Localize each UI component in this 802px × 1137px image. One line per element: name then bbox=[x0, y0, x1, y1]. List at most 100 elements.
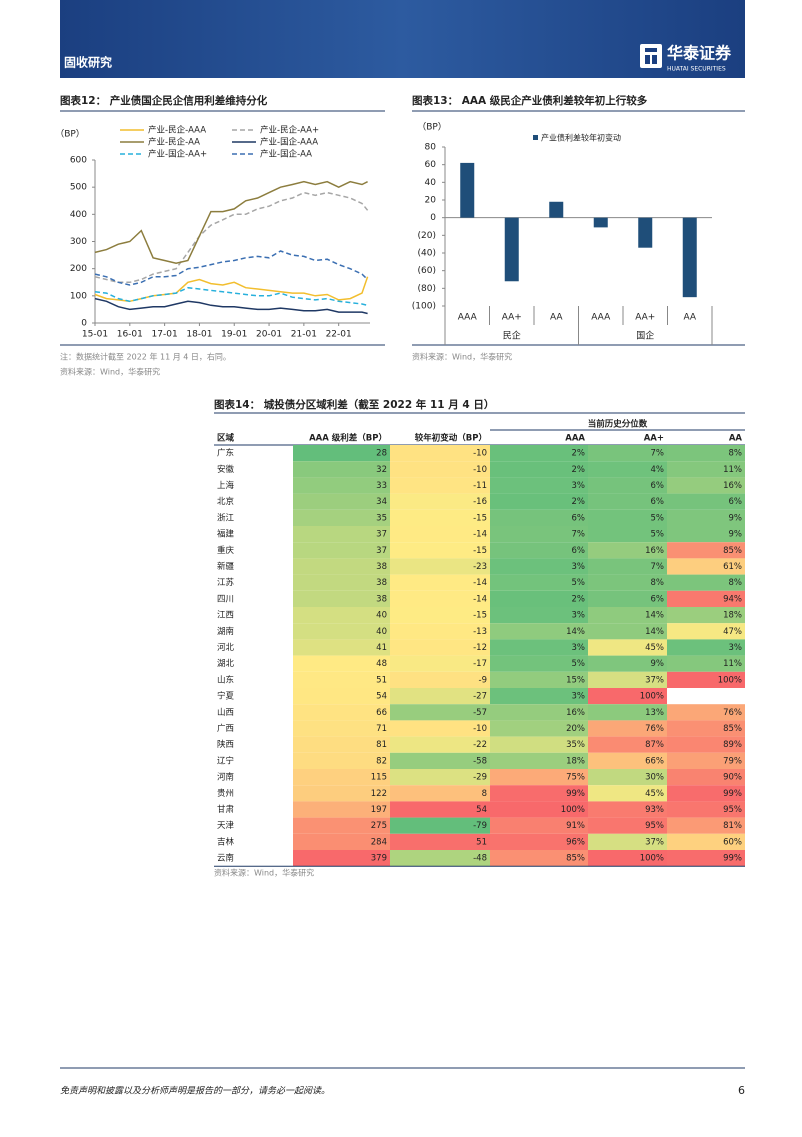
cell-value: 3% bbox=[572, 643, 586, 653]
cell-bg bbox=[390, 445, 490, 462]
cell-value: 87% bbox=[645, 740, 664, 750]
y-tick-label: 0 bbox=[430, 213, 436, 223]
cell-bg bbox=[588, 752, 667, 769]
cell-bg bbox=[390, 817, 490, 834]
cell-value: 41 bbox=[376, 643, 387, 653]
region-name: 北京 bbox=[217, 496, 234, 507]
cell-bg bbox=[588, 655, 667, 672]
x-tick-label: 21-01 bbox=[291, 330, 317, 340]
cell-value: 5% bbox=[651, 530, 665, 540]
bar bbox=[638, 217, 653, 248]
cell-value: 284 bbox=[371, 837, 387, 847]
cell-value: 11% bbox=[723, 659, 742, 669]
region-name: 陕西 bbox=[217, 739, 234, 750]
cell-bg bbox=[588, 590, 667, 607]
region-name: 河北 bbox=[217, 642, 235, 653]
cell-value: 8% bbox=[729, 449, 743, 459]
x-tick-label: 22-01 bbox=[326, 330, 352, 340]
x-tick-label: AAA bbox=[591, 313, 611, 323]
column-header: AA+ bbox=[644, 434, 664, 444]
cell-value: 37 bbox=[376, 546, 387, 556]
cell-value: 66 bbox=[376, 708, 387, 718]
cell-bg bbox=[490, 752, 588, 769]
source: 资料来源：Wind，华泰研究 bbox=[412, 352, 512, 362]
cell-value: -17 bbox=[473, 659, 487, 669]
cell-value: 71 bbox=[376, 724, 387, 734]
cell-bg bbox=[667, 833, 745, 850]
cell-value: 4% bbox=[651, 465, 665, 475]
cell-bg bbox=[490, 720, 588, 737]
header-band bbox=[60, 0, 745, 78]
cell-bg bbox=[490, 655, 588, 672]
cell-bg bbox=[490, 558, 588, 575]
column-header: 区域 bbox=[217, 433, 235, 444]
region-name: 上海 bbox=[217, 480, 235, 491]
cell-bg bbox=[390, 704, 490, 721]
cell-value: 38 bbox=[376, 594, 387, 604]
cell-bg bbox=[667, 801, 745, 818]
cell-bg bbox=[588, 833, 667, 850]
cell-value: 54 bbox=[376, 692, 387, 702]
cell-value: 3% bbox=[572, 611, 586, 621]
y-tick-label: 400 bbox=[70, 210, 87, 220]
cell-value: 45% bbox=[645, 643, 664, 653]
x-tick-label: 15-01 bbox=[82, 330, 108, 340]
cell-value: 66% bbox=[645, 756, 664, 766]
cell-bg bbox=[667, 655, 745, 672]
column-header: AAA bbox=[565, 434, 585, 444]
cell-bg bbox=[667, 671, 745, 688]
cell-value: 11% bbox=[723, 465, 742, 475]
cell-bg bbox=[293, 461, 390, 478]
cell-bg bbox=[390, 736, 490, 753]
cell-bg bbox=[390, 607, 490, 624]
cell-value: -22 bbox=[473, 740, 487, 750]
cell-bg bbox=[390, 509, 490, 526]
cell-bg bbox=[490, 817, 588, 834]
cell-bg bbox=[490, 785, 588, 802]
cell-value: 40 bbox=[376, 611, 387, 621]
cell-bg bbox=[293, 509, 390, 526]
cell-value: 89% bbox=[723, 740, 742, 750]
cell-bg bbox=[490, 477, 588, 494]
cell-bg bbox=[390, 477, 490, 494]
cell-value: 40 bbox=[376, 627, 387, 637]
cell-value: -15 bbox=[473, 611, 487, 621]
cell-value: 2% bbox=[572, 449, 586, 459]
cell-bg bbox=[293, 607, 390, 624]
cell-bg bbox=[293, 833, 390, 850]
legend-label: 产业-国企-AA+ bbox=[148, 149, 207, 160]
cell-value: 5% bbox=[572, 659, 586, 669]
region-name: 宁夏 bbox=[217, 691, 235, 702]
cell-value: 54 bbox=[476, 805, 487, 815]
cell-value: 51 bbox=[376, 675, 387, 685]
legend-label: 产业债利差较年初变动 bbox=[541, 133, 621, 143]
cell-value: 91% bbox=[566, 821, 585, 831]
cell-value: 34 bbox=[376, 497, 387, 507]
cell-bg bbox=[390, 801, 490, 818]
cell-bg bbox=[390, 526, 490, 543]
cell-value: -57 bbox=[473, 708, 487, 718]
cell-value: 6% bbox=[729, 497, 743, 507]
cell-bg bbox=[490, 736, 588, 753]
cell-bg bbox=[293, 574, 390, 591]
y-tick-label: (80) bbox=[418, 284, 436, 294]
cell-bg bbox=[667, 752, 745, 769]
x-tick-label: AA bbox=[550, 313, 563, 323]
cell-value: 99% bbox=[723, 854, 742, 864]
chart-title: 图表13： AAA 级民企产业债利差较年初上行较多 bbox=[412, 94, 648, 107]
cell-value: 5% bbox=[651, 513, 665, 523]
cell-bg bbox=[293, 477, 390, 494]
x-tick-label: 19-01 bbox=[221, 330, 247, 340]
chart-title: 图表12： 产业债国企民企信用利差维持分化 bbox=[60, 94, 268, 107]
cell-value: 100% bbox=[640, 854, 664, 864]
cell-value: 93% bbox=[645, 805, 664, 815]
x-tick-label: AA+ bbox=[502, 313, 522, 323]
cell-bg bbox=[390, 542, 490, 559]
region-name: 浙江 bbox=[217, 512, 235, 523]
cell-value: 85% bbox=[723, 724, 742, 734]
cell-bg bbox=[588, 623, 667, 640]
cell-bg bbox=[667, 445, 745, 462]
cell-bg bbox=[490, 688, 588, 705]
cell-value: 100% bbox=[561, 805, 585, 815]
cell-value: 20% bbox=[566, 724, 585, 734]
